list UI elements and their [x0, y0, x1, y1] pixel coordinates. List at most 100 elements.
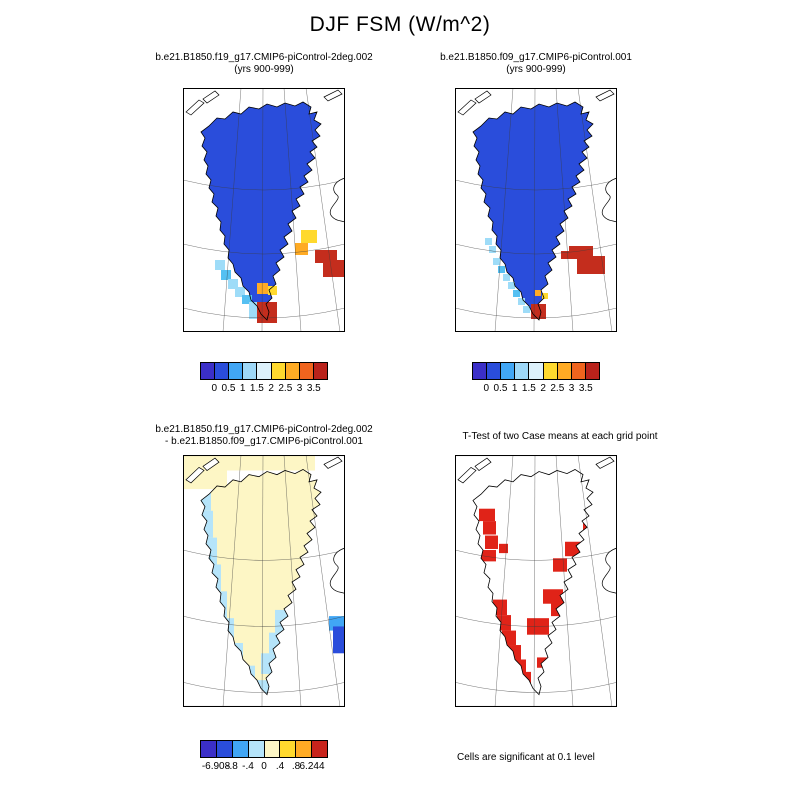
colorbar-label: 2.5 [278, 383, 293, 394]
graticule-line [305, 455, 341, 707]
panel-title-top-left: b.e21.B1850.f19_g17.CMIP6-piControl-2deg… [104, 52, 424, 76]
island-coast [457, 99, 477, 116]
colorbar-cell [264, 741, 281, 757]
grid-cell [543, 589, 563, 604]
map-border [183, 455, 345, 707]
greenland-fill [201, 469, 321, 695]
island-coast [323, 89, 343, 102]
grid-cell [257, 283, 268, 294]
island-coast [202, 90, 220, 104]
colorbar-cell [515, 363, 530, 379]
grid-cell [295, 243, 308, 255]
colorbar-cell [257, 363, 272, 379]
grid-cell [249, 302, 258, 311]
graticule-line [183, 681, 345, 693]
colorbar-label: 6.244 [299, 761, 325, 772]
graticule-line [455, 179, 617, 191]
graticule-line [494, 88, 514, 332]
colorbar-label: 1.5 [249, 383, 264, 394]
colorbar-cell [312, 741, 327, 757]
graticule-line [455, 307, 617, 319]
grid-cell [499, 543, 508, 554]
island-coast [601, 177, 617, 223]
colorbar-label: 3 [568, 383, 575, 394]
colorbar-label: 0 [483, 383, 489, 394]
colorbar-top-right: 0 0.5 1 1.5 2 2.5 3 3.5 [472, 362, 600, 396]
colorbar-labels: -6.908 -.8 -.4 0 .4 .8 6.244 [200, 761, 328, 774]
colorbar-cell [299, 363, 314, 379]
colorbar-cell [487, 363, 502, 379]
colorbar-cell [216, 741, 233, 757]
figure-title: DJF FSM (W/m^2) [309, 13, 491, 36]
map-top-right [455, 88, 617, 332]
grid-cell [333, 626, 345, 654]
grid-cell [183, 455, 315, 471]
graticule-line [455, 549, 617, 561]
colorbar-label: 2.5 [550, 383, 565, 394]
grid-cell [569, 246, 593, 259]
colorbar-label: 0 [261, 761, 267, 772]
graticule-line [283, 455, 302, 707]
panel-title-top-right: b.e21.B1850.f09_g17.CMIP6-piControl.001 … [376, 52, 696, 76]
grid-cell [201, 485, 211, 511]
colorbar-label: -.4 [242, 761, 254, 772]
colorbar-cell [543, 363, 558, 379]
colorbar-cells [472, 362, 600, 380]
colorbar-label: -6.908 [201, 761, 231, 772]
grid-cell [503, 274, 510, 281]
grid-cell [479, 508, 495, 522]
colorbar-cell [280, 741, 297, 757]
island-coast [601, 547, 617, 594]
map-border [455, 455, 617, 707]
graticule-line [494, 455, 514, 707]
grid-cell [518, 298, 525, 305]
colorbar-cell [215, 363, 230, 379]
grid-cell [542, 293, 548, 299]
graticule-line [533, 88, 536, 332]
colorbar-label: 0 [211, 383, 217, 394]
grid-cell [235, 287, 245, 297]
colorbar-cell [271, 363, 286, 379]
colorbar-labels: 0 0.5 1 1.5 2 2.5 3 3.5 [200, 383, 328, 396]
colorbar-label: 3.5 [306, 383, 321, 394]
graticule-line [222, 455, 242, 707]
grid-cell [249, 311, 257, 319]
colorbar-label: 0.5 [221, 383, 236, 394]
grid-cell [498, 266, 505, 273]
colorbar-cell [571, 363, 586, 379]
map-border [455, 88, 617, 332]
graticule-line [222, 88, 242, 332]
graticule-line [183, 243, 345, 255]
panel-title-bottom-left-line1: b.e21.B1850.f19_g17.CMIP6-piControl-2deg… [155, 424, 373, 435]
panel-title-top-left-line2: (yrs 900-999) [234, 64, 294, 75]
grid-cell [561, 251, 569, 259]
island-coast [457, 466, 477, 484]
greenland-fill [201, 102, 321, 320]
grid-cell [301, 230, 317, 243]
island-coast [185, 99, 205, 116]
panel-title-bottom-right: T-Test of two Case means at each grid po… [400, 431, 720, 443]
colorbar-label: 1 [511, 383, 518, 394]
colorbar-cell [201, 741, 217, 757]
colorbar-cell [529, 363, 544, 379]
graticule-line [261, 455, 264, 707]
grid-cell [485, 535, 498, 549]
graticule-line [305, 88, 341, 332]
colorbar-label: .4 [275, 761, 285, 772]
colorbar-cell [473, 363, 488, 379]
colorbar-cell [313, 363, 327, 379]
graticule-line [261, 88, 264, 332]
significance-note: Cells are significant at 0.1 level [457, 752, 595, 763]
panel-title-top-right-line2: (yrs 900-999) [506, 64, 566, 75]
colorbar-label: 3 [296, 383, 303, 394]
graticule-line [577, 455, 613, 707]
map-border [183, 88, 345, 332]
greenland-fill [473, 102, 593, 320]
grid-cell [513, 290, 520, 297]
panel-title-bottom-right-line1: T-Test of two Case means at each grid po… [462, 431, 658, 442]
colorbar-cell [501, 363, 516, 379]
graticule-line [183, 179, 345, 191]
island-coast [323, 456, 343, 469]
colorbar-top-left: 0 0.5 1 1.5 2 2.5 3 3.5 [200, 362, 328, 396]
